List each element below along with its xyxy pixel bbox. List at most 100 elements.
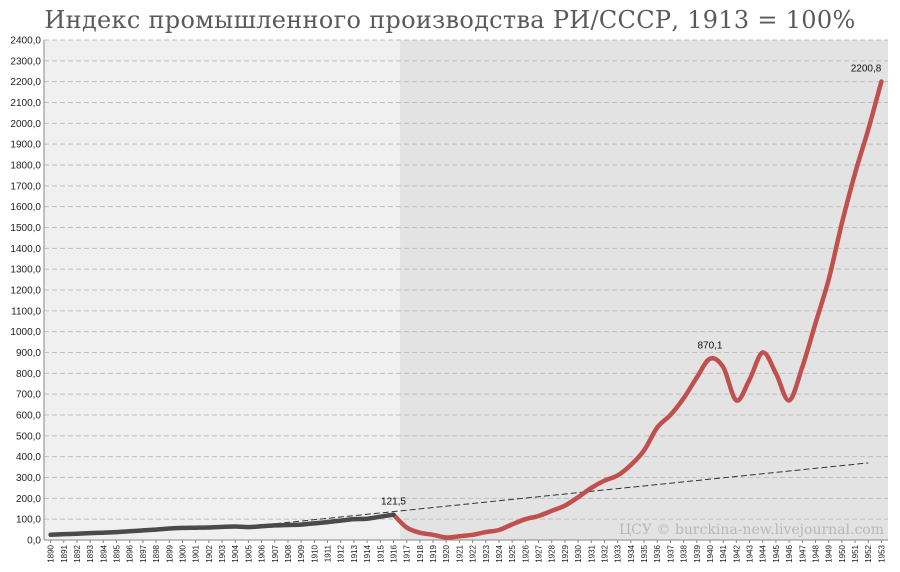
x-tick-label: 1894 [99,544,108,562]
x-tick-label: 1900 [178,544,187,562]
x-tick-label: 1917 [403,544,412,562]
x-tick-label: 1925 [508,544,517,562]
x-axis: 1890 1891 1892 1893 1894 1895 1896 1897 1898 1899… [44,539,888,563]
y-tick-label: 2000,0 [10,119,41,130]
y-tick-label: 100,0 [16,515,41,526]
x-tick-label: 1920 [442,544,451,562]
x-tick-label: 1940 [706,544,715,562]
y-axis: 0,0 100,0 200,0 300,0 400,0 500,0 600,0 700,0 80… [10,36,45,547]
annotations: 121,5 870,1 2200,8 [381,64,882,508]
y-tick-label: 2100,0 [10,98,41,109]
plot-background [44,40,888,540]
x-tick-label: 1934 [627,544,636,562]
x-tick-label: 1951 [851,544,860,562]
x-tick-label: 1932 [600,544,609,562]
x-tick-label: 1953 [877,544,886,562]
x-tick-label: 1930 [574,544,583,562]
x-tick-label: 1945 [772,544,781,562]
x-tick-label: 1919 [429,544,438,562]
y-tick-label: 1900,0 [10,140,41,151]
data-label: 870,1 [697,341,722,352]
series-line-ussr [391,79,884,540]
x-tick-label: 1947 [798,544,807,562]
x-tick-label: 1949 [825,544,834,562]
x-tick-label: 1923 [482,544,491,562]
x-tick-label: 1941 [719,544,728,562]
x-tick-label: 1950 [838,544,847,562]
watermark: ЦСУ © burckina-new.livejournal.com [619,522,884,538]
x-tick-label: 1931 [587,544,596,562]
x-tick-label: 1916 [389,544,398,562]
x-tick-label: 1890 [47,544,56,562]
y-tick-label: 1700,0 [10,181,41,192]
y-tick-label: 700,0 [16,390,41,401]
y-tick-label: 2200,0 [10,77,41,88]
x-tick-label: 1933 [614,544,623,562]
x-tick-label: 1907 [271,544,280,562]
x-tick-label: 1944 [759,544,768,562]
x-tick-label: 1922 [469,544,478,562]
y-tick-label: 300,0 [16,473,41,484]
x-tick-label: 1952 [864,544,873,562]
x-tick-label: 1892 [73,544,82,562]
chart-title: Индекс промышленного производства РИ/ССС… [44,6,856,34]
y-tick-label: 1200,0 [10,286,41,297]
y-tick-label: 800,0 [16,369,41,380]
y-tick-label: 2400,0 [10,36,41,47]
x-tick-label: 1915 [376,544,385,562]
x-tick-label: 1942 [732,544,741,562]
x-tick-label: 1943 [746,544,755,562]
x-tick-label: 1927 [535,544,544,562]
x-tick-label: 1905 [244,544,253,562]
x-tick-label: 1891 [60,544,69,562]
x-tick-label: 1911 [324,544,333,562]
x-tick-label: 1928 [548,544,557,562]
y-tick-label: 0,0 [27,536,41,547]
y-tick-label: 1500,0 [10,223,41,234]
y-tick-label: 400,0 [16,452,41,463]
x-tick-label: 1913 [350,544,359,562]
y-tick-label: 1100,0 [11,306,41,317]
x-tick-label: 1910 [310,544,319,562]
data-label: 121,5 [381,497,406,508]
x-tick-label: 1909 [297,544,306,562]
x-tick-label: 1908 [284,544,293,562]
x-tick-label: 1896 [126,544,135,562]
x-tick-label: 1897 [139,544,148,562]
x-tick-label: 1935 [640,544,649,562]
x-tick-label: 1921 [455,544,464,562]
y-tick-label: 1800,0 [10,161,41,172]
y-tick-label: 900,0 [16,348,41,359]
x-tick-label: 1899 [165,544,174,562]
y-tick-label: 1300,0 [10,265,41,276]
x-tick-label: 1946 [785,544,794,562]
y-tick-label: 2300,0 [10,56,41,67]
x-tick-label: 1926 [521,544,530,562]
y-tick-label: 1000,0 [10,327,41,338]
x-tick-label: 1904 [231,544,240,562]
series-line-russian-empire [48,512,396,538]
x-tick-label: 1936 [653,544,662,562]
grid-lines [44,39,888,520]
x-tick-label: 1898 [152,544,161,562]
x-tick-label: 1948 [811,544,820,562]
x-tick-label: 1906 [258,544,267,562]
x-tick-label: 1893 [86,544,95,562]
x-tick-label: 1924 [495,544,504,562]
trend-line [248,462,869,527]
y-tick-label: 1400,0 [10,244,41,255]
y-tick-label: 200,0 [16,494,41,505]
x-tick-label: 1918 [416,544,425,562]
x-tick-label: 1938 [680,544,689,562]
x-tick-label: 1929 [561,544,570,562]
y-tick-label: 1600,0 [10,202,41,213]
x-tick-label: 1902 [205,544,214,562]
x-tick-label: 1903 [218,544,227,562]
x-tick-label: 1937 [666,544,675,562]
x-tick-label: 1895 [113,544,122,562]
x-tick-label: 1914 [363,544,372,562]
x-tick-label: 1901 [192,544,201,562]
data-label: 2200,8 [851,64,882,75]
y-tick-label: 500,0 [16,431,41,442]
